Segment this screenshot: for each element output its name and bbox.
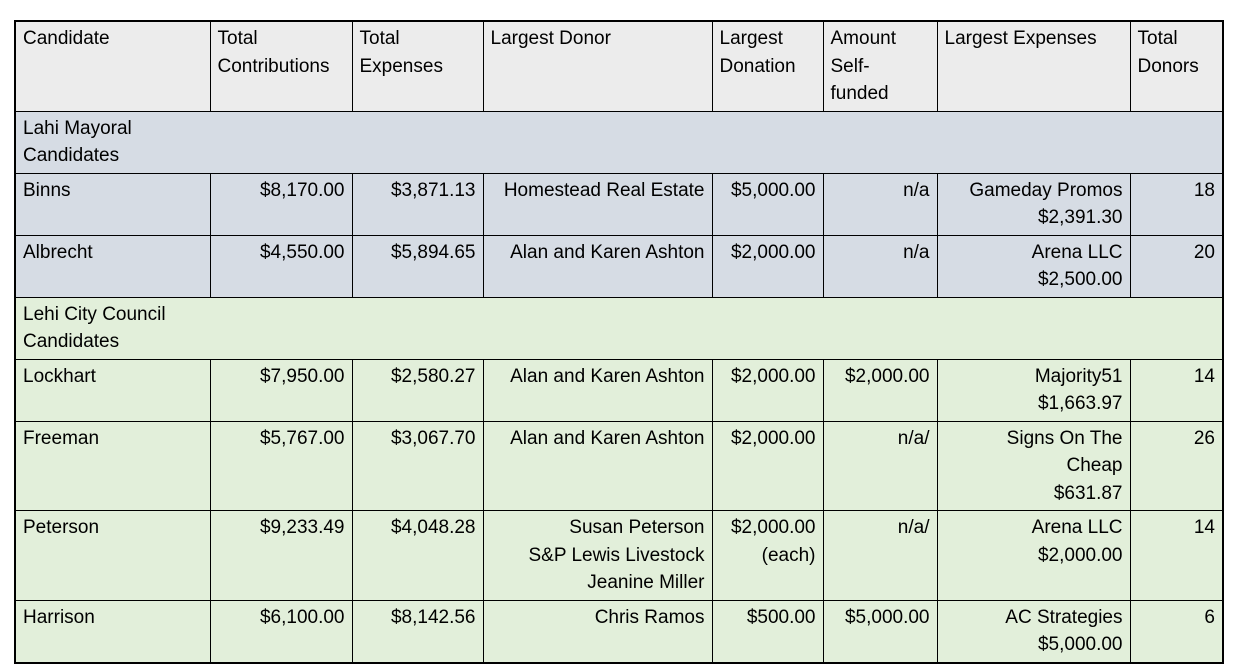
cell-largest-donor: Alan and Karen Ashton [482, 358, 713, 422]
cell-largest-donor: Susan Peterson S&P Lewis Livestock Jeani… [482, 510, 713, 601]
cell-largest-expenses: Arena LLC $2,000.00 [936, 510, 1131, 601]
cell-candidate: Freeman [14, 420, 211, 511]
cell-largest-expenses: Majority51 $1,663.97 [936, 358, 1131, 422]
cell-largest-donor: Alan and Karen Ashton [482, 420, 713, 511]
cell-candidate: Binns [14, 172, 211, 236]
cell-largest-expenses: Arena LLC $2,500.00 [936, 234, 1131, 298]
cell-total-contributions: $4,550.00 [209, 234, 353, 298]
column-header-largest-donation: Largest Donation [711, 20, 824, 112]
table-row-binns: Binns $8,170.00 $3,871.13 Homestead Real… [14, 172, 1224, 236]
cell-amount-self-funded: $5,000.00 [822, 599, 938, 663]
cell-amount-self-funded: n/a/ [822, 510, 938, 601]
cell-largest-donation: $2,000.00 [711, 420, 824, 511]
column-header-total-expenses: Total Expenses [351, 20, 484, 112]
cell-candidate: Harrison [14, 599, 211, 663]
cell-largest-donation: $5,000.00 [711, 172, 824, 236]
cell-total-donors: 20 [1129, 234, 1224, 298]
section-title: Lehi City Council Candidates [14, 296, 1224, 360]
cell-total-expenses: $5,894.65 [351, 234, 484, 298]
column-header-largest-donor: Largest Donor [482, 20, 713, 112]
table-row-albrecht: Albrecht $4,550.00 $5,894.65 Alan and Ka… [14, 234, 1224, 298]
table-row-harrison: Harrison $6,100.00 $8,142.56 Chris Ramos… [14, 599, 1224, 663]
cell-total-donors: 14 [1129, 358, 1224, 422]
cell-amount-self-funded: n/a [822, 234, 938, 298]
cell-total-donors: 14 [1129, 510, 1224, 601]
table-row-lockhart: Lockhart $7,950.00 $2,580.27 Alan and Ka… [14, 358, 1224, 422]
cell-total-expenses: $3,067.70 [351, 420, 484, 511]
cell-largest-expenses: Gameday Promos $2,391.30 [936, 172, 1131, 236]
column-header-largest-expenses: Largest Expenses [936, 20, 1131, 112]
header-row: Candidate Total Contributions Total Expe… [14, 20, 1224, 112]
column-header-amount-self-funded: Amount Self- funded [822, 20, 938, 112]
cell-largest-donor: Alan and Karen Ashton [482, 234, 713, 298]
cell-amount-self-funded: n/a [822, 172, 938, 236]
section-title: Lahi Mayoral Candidates [14, 110, 1224, 174]
cell-total-donors: 6 [1129, 599, 1224, 663]
cell-total-contributions: $8,170.00 [209, 172, 353, 236]
cell-largest-expenses: AC Strategies $5,000.00 [936, 599, 1131, 663]
cell-candidate: Peterson [14, 510, 211, 601]
cell-largest-donation: $2,000.00 [711, 358, 824, 422]
cell-total-donors: 26 [1129, 420, 1224, 511]
cell-total-expenses: $3,871.13 [351, 172, 484, 236]
table-row-freeman: Freeman $5,767.00 $3,067.70 Alan and Kar… [14, 420, 1224, 511]
campaign-finance-table: Candidate Total Contributions Total Expe… [14, 20, 1224, 664]
cell-amount-self-funded: n/a/ [822, 420, 938, 511]
column-header-total-contributions: Total Contributions [209, 20, 353, 112]
table-row-peterson: Peterson $9,233.49 $4,048.28 Susan Peter… [14, 510, 1224, 601]
cell-candidate: Albrecht [14, 234, 211, 298]
section-header-council: Lehi City Council Candidates [14, 296, 1224, 360]
column-header-total-donors: Total Donors [1129, 20, 1224, 112]
cell-total-contributions: $9,233.49 [209, 510, 353, 601]
cell-amount-self-funded: $2,000.00 [822, 358, 938, 422]
cell-largest-donation: $2,000.00 (each) [711, 510, 824, 601]
cell-total-expenses: $2,580.27 [351, 358, 484, 422]
cell-total-expenses: $4,048.28 [351, 510, 484, 601]
column-header-candidate: Candidate [14, 20, 211, 112]
cell-candidate: Lockhart [14, 358, 211, 422]
cell-largest-donor: Homestead Real Estate [482, 172, 713, 236]
cell-largest-donation: $500.00 [711, 599, 824, 663]
cell-total-contributions: $6,100.00 [209, 599, 353, 663]
cell-total-contributions: $7,950.00 [209, 358, 353, 422]
cell-total-contributions: $5,767.00 [209, 420, 353, 511]
cell-largest-donation: $2,000.00 [711, 234, 824, 298]
cell-largest-donor: Chris Ramos [482, 599, 713, 663]
section-header-mayoral: Lahi Mayoral Candidates [14, 110, 1224, 174]
cell-total-expenses: $8,142.56 [351, 599, 484, 663]
cell-total-donors: 18 [1129, 172, 1224, 236]
cell-largest-expenses: Signs On The Cheap $631.87 [936, 420, 1131, 511]
